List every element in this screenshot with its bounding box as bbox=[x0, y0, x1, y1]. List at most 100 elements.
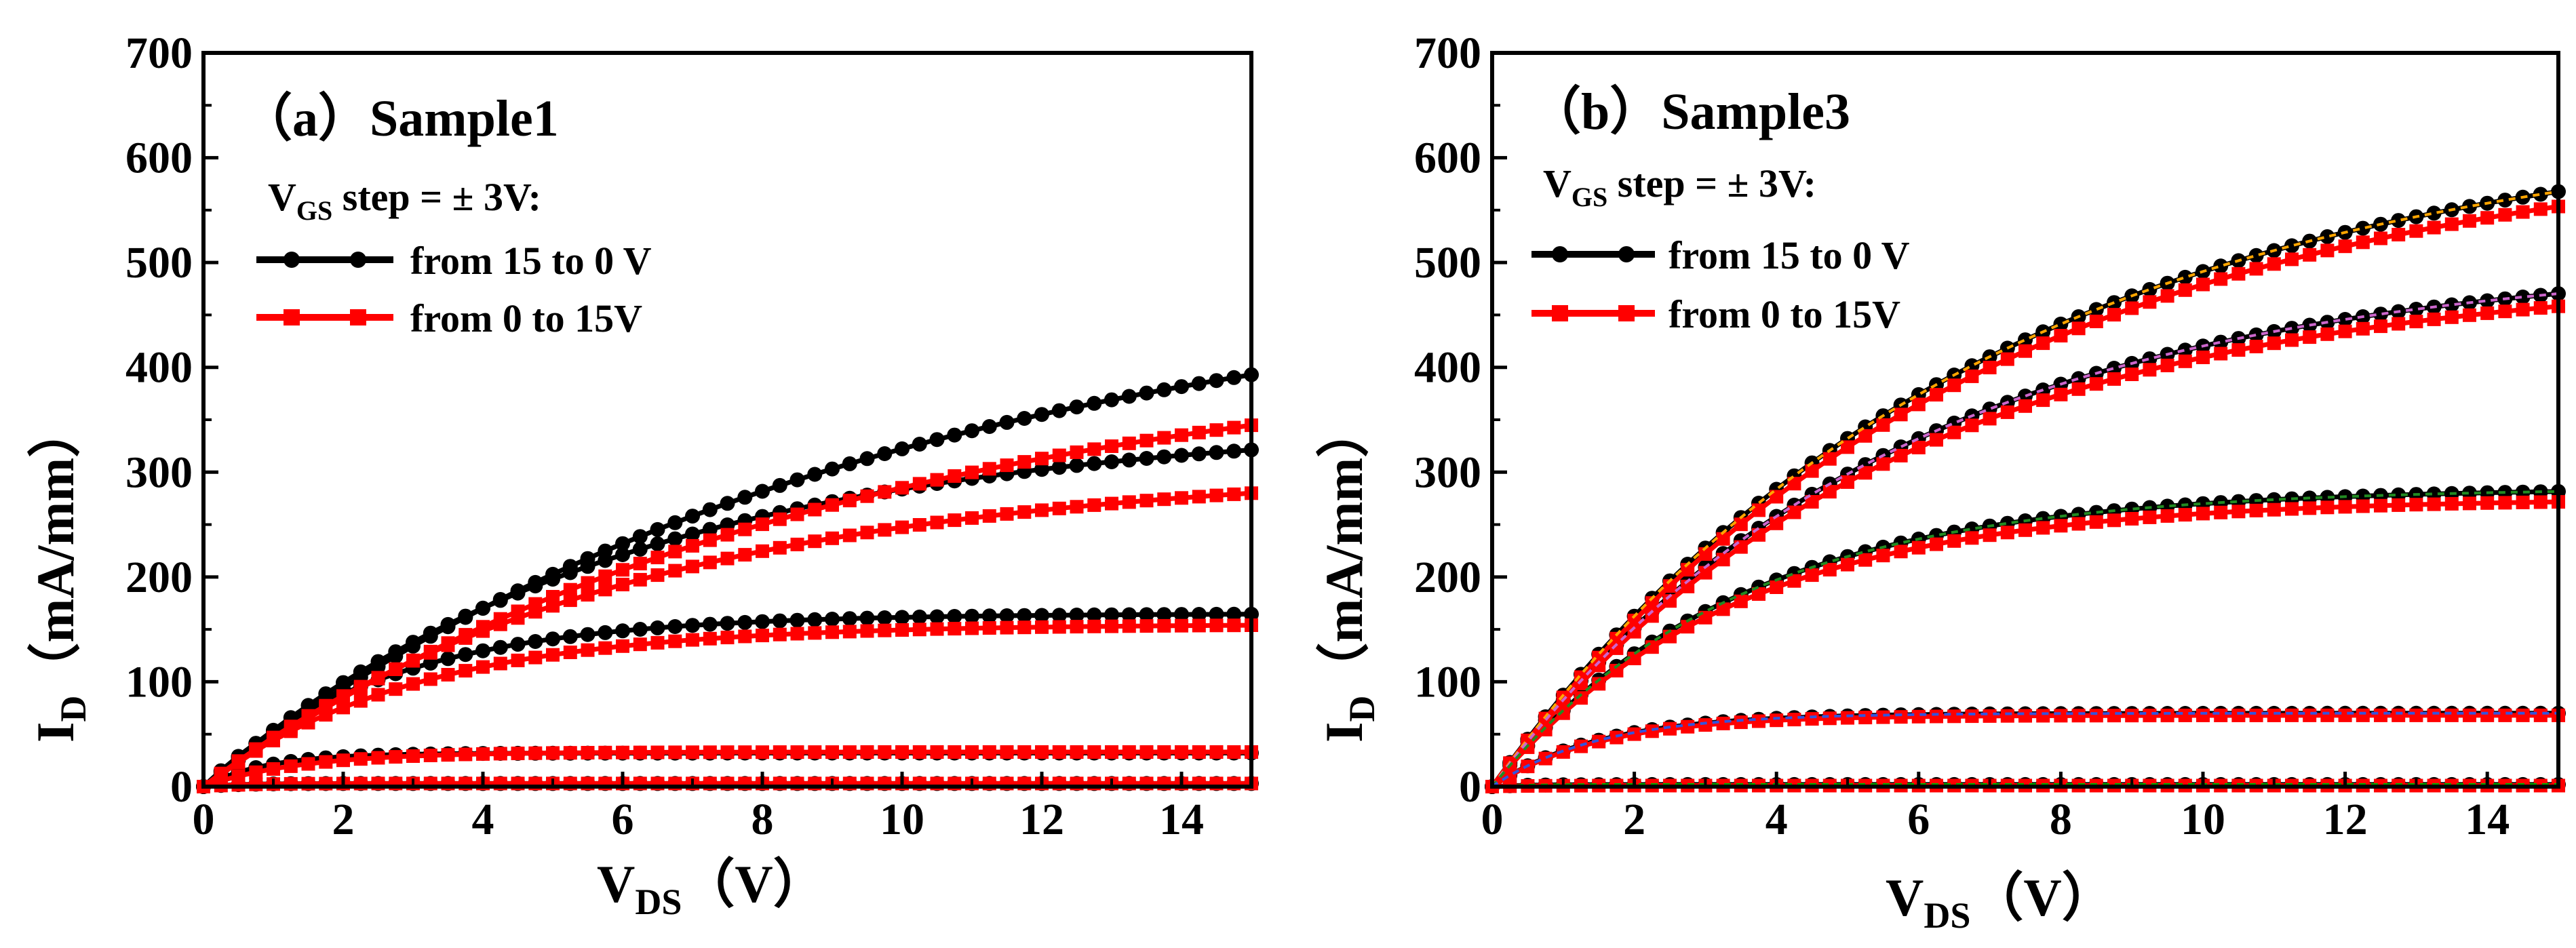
point-b-1-0-55 bbox=[2463, 214, 2476, 228]
point-b-0-1-39 bbox=[2177, 342, 2193, 358]
point-a-1-3-42 bbox=[930, 745, 944, 759]
point-b-1-2-33 bbox=[2071, 517, 2086, 531]
point-b-1-1-35 bbox=[2107, 372, 2121, 386]
point-b-1-3-22 bbox=[1876, 710, 1890, 724]
point-a-1-0-58 bbox=[1209, 423, 1224, 437]
point-b-1-0-18 bbox=[1805, 464, 1819, 478]
point-a-0-0-46 bbox=[999, 414, 1015, 430]
point-b-1-1-19 bbox=[1822, 485, 1837, 499]
point-a-0-2-57 bbox=[1191, 607, 1207, 622]
point-a-1-3-43 bbox=[948, 745, 962, 759]
point-a-1-2-57 bbox=[1192, 618, 1206, 633]
point-b-1-0-26 bbox=[1947, 378, 1962, 393]
point-a-0-2-47 bbox=[1017, 608, 1032, 623]
point-a-1-3-52 bbox=[1105, 745, 1118, 759]
legend-title-a: VGS step = ± 3V: bbox=[268, 175, 541, 226]
point-a-1-3-17 bbox=[493, 747, 507, 761]
point-b-1-2-21 bbox=[1858, 553, 1873, 567]
point-b-1-2-47 bbox=[2320, 500, 2335, 515]
point-b-1-3-17 bbox=[1787, 713, 1801, 727]
point-b-1-2-44 bbox=[2267, 502, 2281, 517]
legend-label-up-b: from 0 to 15V bbox=[1668, 292, 1900, 336]
point-b-1-3-11 bbox=[1681, 719, 1695, 734]
point-a-1-0-30 bbox=[720, 528, 735, 542]
point-b-1-3-19 bbox=[1822, 711, 1837, 726]
point-a-0-2-16 bbox=[475, 643, 490, 658]
point-a-1-1-47 bbox=[1017, 505, 1032, 519]
point-b-1-1-59 bbox=[2533, 301, 2548, 315]
point-a-1-3-47 bbox=[1017, 745, 1032, 759]
point-b-1-3-52 bbox=[2409, 708, 2423, 722]
point-b-1-2-36 bbox=[2125, 512, 2139, 526]
point-a-1-0-56 bbox=[1175, 428, 1188, 442]
point-a-1-0-32 bbox=[756, 517, 769, 532]
x-tick-label-b-0: 0 bbox=[1481, 795, 1504, 844]
point-b-1-0-47 bbox=[2320, 243, 2335, 258]
point-a-1-1-24 bbox=[616, 578, 629, 591]
point-b-0-0-37 bbox=[2142, 281, 2158, 297]
point-b-1-0-22 bbox=[1876, 418, 1890, 432]
point-b-0-1-43 bbox=[2248, 327, 2264, 342]
point-a-1-1-9 bbox=[353, 679, 368, 694]
chart-panel-b: 0 2 4 6 8 10 12 14 0 100 200 300 400 500 600 700 （b）Sam… bbox=[1314, 28, 2566, 936]
legend-marker-down-a-1 bbox=[284, 252, 300, 268]
point-b-1-1-58 bbox=[2516, 302, 2530, 317]
point-a-1-3-58 bbox=[1209, 745, 1224, 759]
point-a-0-1-21 bbox=[562, 565, 578, 580]
point-b-1-0-32 bbox=[2054, 329, 2068, 342]
point-b-1-0-53 bbox=[2427, 220, 2441, 235]
point-a-1-2-3 bbox=[249, 744, 263, 757]
point-a-0-0-50 bbox=[1069, 399, 1085, 415]
point-a-0-0-57 bbox=[1191, 376, 1207, 391]
x-tick-label-a-1: 2 bbox=[332, 795, 355, 844]
point-b-1-3-23 bbox=[1894, 710, 1908, 724]
point-b-1-3-20 bbox=[1841, 711, 1854, 725]
point-b-1-1-43 bbox=[2249, 340, 2263, 353]
point-a-1-2-15 bbox=[458, 664, 473, 678]
point-a-0-1-28 bbox=[685, 526, 700, 542]
point-a-0-1-24 bbox=[615, 547, 630, 562]
point-b-1-1-55 bbox=[2463, 308, 2476, 322]
point-a-0-2-41 bbox=[912, 609, 927, 625]
point-a-0-0-45 bbox=[981, 419, 997, 434]
point-b-1-2-51 bbox=[2392, 498, 2406, 512]
point-a-1-1-15 bbox=[458, 631, 473, 645]
point-b-0-1-48 bbox=[2337, 312, 2353, 327]
point-b-1-1-39 bbox=[2178, 354, 2192, 368]
point-a-0-2-30 bbox=[720, 616, 735, 631]
point-a-1-0-24 bbox=[616, 563, 629, 577]
point-b-1-1-46 bbox=[2303, 330, 2317, 344]
legend-marker-up-a-1 bbox=[284, 309, 300, 325]
point-a-0-1-12 bbox=[406, 635, 421, 650]
point-b-1-3-57 bbox=[2498, 708, 2512, 722]
point-b-1-0-33 bbox=[2071, 321, 2086, 336]
point-a-0-0-25 bbox=[632, 529, 648, 545]
point-a-0-1-10 bbox=[370, 654, 386, 669]
overlay-fit-b-2 bbox=[1491, 490, 2559, 788]
point-a-0-2-31 bbox=[737, 614, 753, 630]
point-b-0-0-55 bbox=[2462, 199, 2477, 214]
point-a-1-1-23 bbox=[598, 582, 612, 597]
point-a-1-2-22 bbox=[581, 643, 595, 657]
point-a-1-3-49 bbox=[1052, 745, 1066, 759]
point-b-1-3-28 bbox=[1983, 709, 1997, 723]
point-b-0-0-47 bbox=[2320, 229, 2335, 244]
point-b-1-3-39 bbox=[2178, 709, 2192, 722]
point-a-1-3-26 bbox=[650, 745, 665, 759]
point-a-1-0-38 bbox=[860, 489, 874, 503]
point-b-1-2-46 bbox=[2303, 501, 2317, 515]
point-b-1-2-26 bbox=[1947, 534, 1962, 548]
point-a-1-3-24 bbox=[616, 745, 629, 759]
point-b-1-0-50 bbox=[2374, 231, 2387, 245]
legend-b: VGS step = ± 3V: from 15 to 0 V from 0 t… bbox=[1531, 161, 1910, 336]
point-a-1-2-44 bbox=[965, 621, 979, 635]
point-a-1-3-51 bbox=[1087, 745, 1101, 759]
point-a-1-3-6 bbox=[301, 757, 315, 771]
point-b-1-0-38 bbox=[2160, 289, 2174, 303]
point-b-1-1-7 bbox=[1609, 641, 1624, 655]
point-b-1-1-51 bbox=[2392, 317, 2406, 331]
point-a-1-2-56 bbox=[1175, 618, 1188, 633]
point-a-1-1-38 bbox=[860, 526, 874, 540]
point-a-0-2-58 bbox=[1209, 606, 1224, 622]
point-a-1-2-42 bbox=[930, 622, 944, 636]
